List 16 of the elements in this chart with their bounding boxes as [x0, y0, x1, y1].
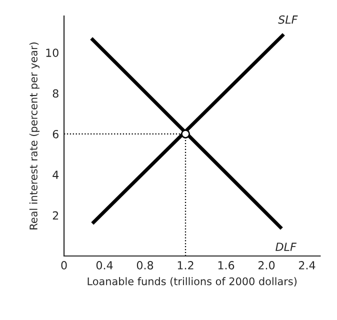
y-tick-label: 8 [52, 89, 58, 98]
x-tick-label: 0.8 [136, 261, 154, 270]
y-axis-title: Real interest rate (percent per year) [29, 42, 40, 230]
x-tick-label: 0.4 [96, 261, 113, 270]
x-tick-label: 2.4 [298, 261, 316, 270]
y-tick-label: 2 [52, 211, 58, 220]
series-label: SLF [278, 15, 298, 24]
x-tick-label: 2.0 [258, 261, 275, 270]
y-tick-label: 10 [46, 48, 58, 57]
y-tick-label: 6 [52, 130, 58, 138]
series-label: DLF [276, 242, 297, 251]
x-tick-label: 1.6 [218, 261, 234, 270]
x-axis-title: Loanable funds (trillions of 2000 dollars) [88, 277, 297, 286]
x-tick-label: 0 [61, 261, 67, 270]
x-tick-label: 1.2 [178, 261, 194, 270]
y-tick-label: 4 [52, 170, 59, 179]
